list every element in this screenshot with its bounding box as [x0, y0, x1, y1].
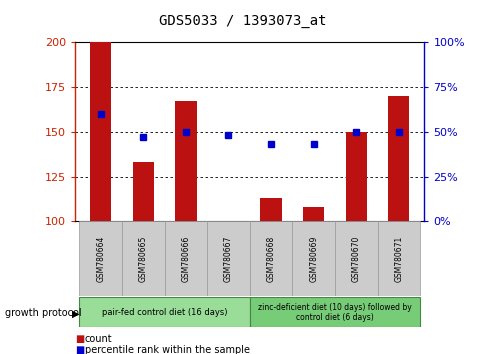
Bar — [175, 102, 196, 221]
Text: GSM780670: GSM780670 — [351, 235, 360, 282]
Bar — [249, 221, 292, 296]
Bar — [133, 162, 153, 221]
Bar — [90, 42, 111, 221]
Text: GSM780668: GSM780668 — [266, 235, 275, 281]
Bar — [345, 132, 366, 221]
Text: GDS5033 / 1393073_at: GDS5033 / 1393073_at — [158, 14, 326, 28]
Text: pair-fed control diet (16 days): pair-fed control diet (16 days) — [102, 308, 227, 317]
Bar — [377, 221, 419, 296]
Bar — [302, 207, 324, 221]
Text: GSM780667: GSM780667 — [224, 235, 232, 282]
Bar — [207, 221, 249, 296]
Bar — [334, 221, 377, 296]
Text: GSM780665: GSM780665 — [138, 235, 148, 282]
Text: zinc-deficient diet (10 days) followed by
control diet (6 days): zinc-deficient diet (10 days) followed b… — [257, 303, 411, 322]
Bar — [164, 221, 207, 296]
Text: percentile rank within the sample: percentile rank within the sample — [85, 346, 249, 354]
Text: count: count — [85, 334, 112, 344]
Text: GSM780664: GSM780664 — [96, 235, 105, 282]
Text: growth protocol: growth protocol — [5, 308, 81, 318]
Text: GSM780671: GSM780671 — [393, 235, 403, 281]
Text: ▶: ▶ — [72, 308, 79, 318]
Text: GSM780666: GSM780666 — [181, 235, 190, 282]
Bar — [249, 297, 419, 327]
Bar — [79, 221, 122, 296]
Bar — [79, 297, 249, 327]
Text: ■: ■ — [75, 346, 84, 354]
Text: GSM780669: GSM780669 — [308, 235, 318, 282]
Text: ■: ■ — [75, 334, 84, 344]
Bar — [260, 198, 281, 221]
Bar — [387, 96, 408, 221]
Bar — [122, 221, 164, 296]
Bar — [292, 221, 334, 296]
